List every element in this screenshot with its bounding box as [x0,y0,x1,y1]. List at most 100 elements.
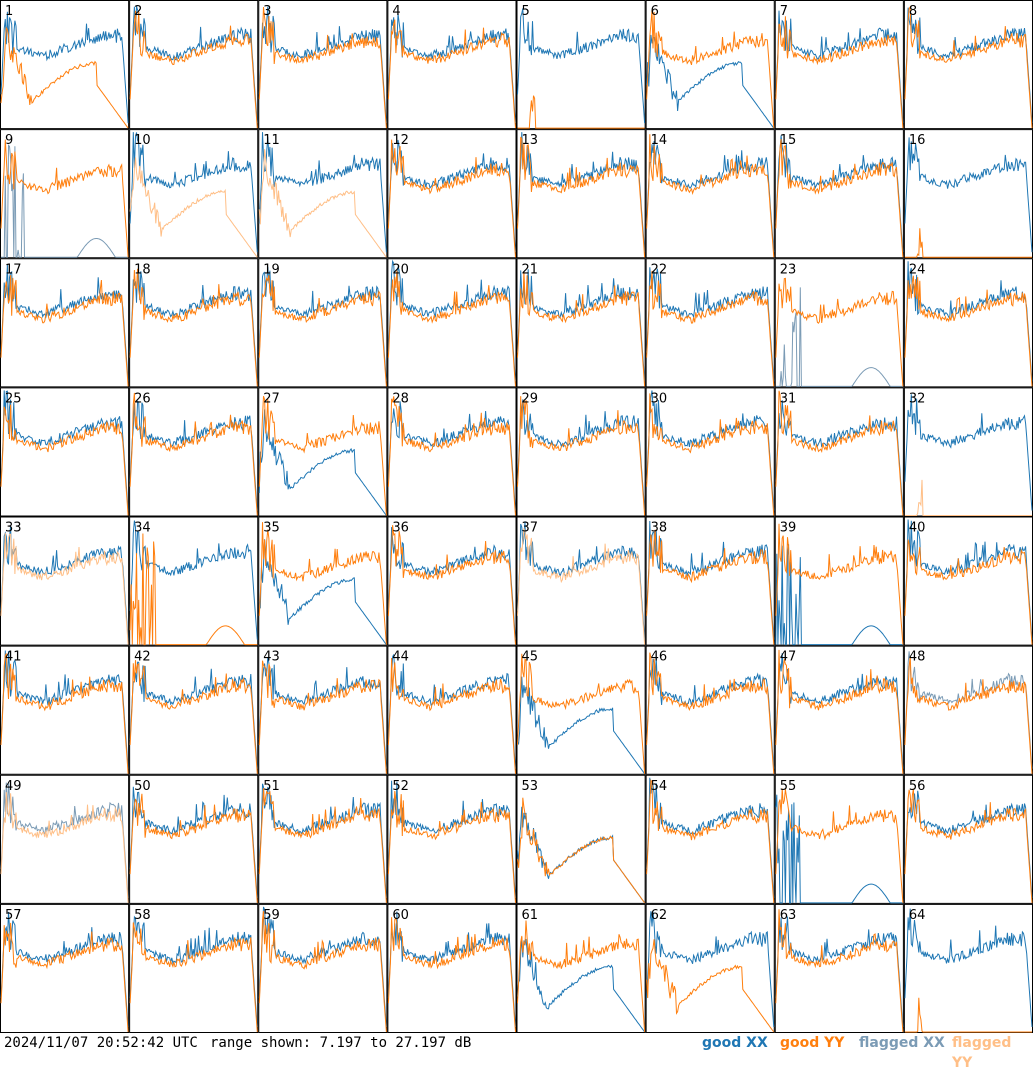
panel-label: 7 [780,4,788,19]
panel-frame [129,645,259,775]
panel-label: 45 [522,650,539,665]
panel-43: 43 [258,645,388,775]
series-xx [258,409,387,516]
panel-frame [129,0,259,130]
panel-frame [903,774,1033,904]
panel-3: 3 [258,0,388,130]
series-yy [775,909,904,1033]
series-xx [904,7,1033,124]
panel-label: 53 [522,779,539,794]
series-yy [517,653,646,774]
panel-label: 15 [780,133,797,148]
panel-frame [645,258,775,388]
series-xx [517,676,646,775]
panel-frame [774,387,904,517]
series-yy [775,390,904,516]
panel-label: 9 [5,133,13,148]
series-xx [775,287,903,387]
series-yy [258,911,387,1033]
panel-frame [129,774,259,904]
panel-frame [258,903,388,1033]
series-yy [258,522,387,645]
panel-frame [774,0,904,130]
panel-frame [774,903,904,1033]
panel-label: 17 [5,262,22,277]
series-yy [904,275,1033,387]
series-yy [646,10,775,129]
panel-label: 55 [780,779,797,794]
series-yy [775,138,904,258]
panel-label: 43 [263,650,280,665]
panel-label: 11 [263,133,280,148]
panel-47: 47 [774,645,904,775]
panel-frame [258,645,388,775]
series-yy [904,228,1032,258]
series-xx [775,916,904,1028]
panel-label: 47 [780,650,797,665]
panel-53: 53 [516,774,646,904]
panel-5: 5 [516,0,646,130]
panel-frame [774,129,904,259]
panel-label: 4 [392,4,400,19]
series-yy [775,788,904,903]
series-xx [0,781,129,898]
series-xx [258,656,387,769]
series-xx [517,937,646,1033]
series-xx [775,10,904,124]
panel-label: 16 [909,133,926,148]
legend-flagged-xx: flagged XX [859,1035,945,1051]
series-xx [904,137,1033,253]
panel-frame [0,903,130,1033]
panel-56: 56 [903,774,1033,904]
panel-label: 40 [909,521,926,536]
panel-20: 20 [387,258,517,388]
panel-18: 18 [129,258,259,388]
panel-label: 46 [651,650,668,665]
panel-29: 29 [516,387,646,517]
panel-label: 39 [780,521,797,536]
panel-64: 64 [903,903,1033,1033]
series-yy [775,649,904,774]
series-yy [258,788,387,903]
panel-frame [0,645,130,775]
panel-frame [645,0,775,130]
panel-frame [129,387,259,517]
series-xx [129,269,258,382]
series-xx [646,520,775,640]
series-yy [387,396,516,516]
panel-50: 50 [129,774,259,904]
panel-frame [903,129,1033,259]
panel-label: 23 [780,262,797,277]
footer: 2024/11/07 20:52:42 UTC range shown: 7.1… [0,1033,1033,1071]
series-xx [0,650,129,769]
series-yy [387,790,516,903]
panel-label: 62 [651,908,668,923]
series-xx [904,908,1033,1028]
series-yy [517,920,646,1033]
panel-label: 35 [263,521,280,536]
panel-8: 8 [903,0,1033,130]
series-yy [129,10,258,129]
panel-frame [516,0,646,130]
series-yy [646,134,775,258]
panel-frame [903,645,1033,775]
panel-frame [129,516,259,646]
panel-9: 9 [0,129,130,259]
panel-label: 22 [651,262,668,277]
series-xx [129,132,258,253]
panel-label: 36 [392,521,409,536]
series-xx [517,8,646,124]
panel-label: 6 [651,4,659,19]
panel-frame [258,774,388,904]
panel-51: 51 [258,774,388,904]
series-yy [129,660,258,774]
panel-36: 36 [387,516,517,646]
series-yy [646,393,775,516]
panel-frame [516,258,646,388]
series-yy [258,660,387,774]
series-xx [258,783,387,898]
panel-frame [645,387,775,517]
series-yy [517,271,646,387]
panel-14: 14 [645,129,775,259]
